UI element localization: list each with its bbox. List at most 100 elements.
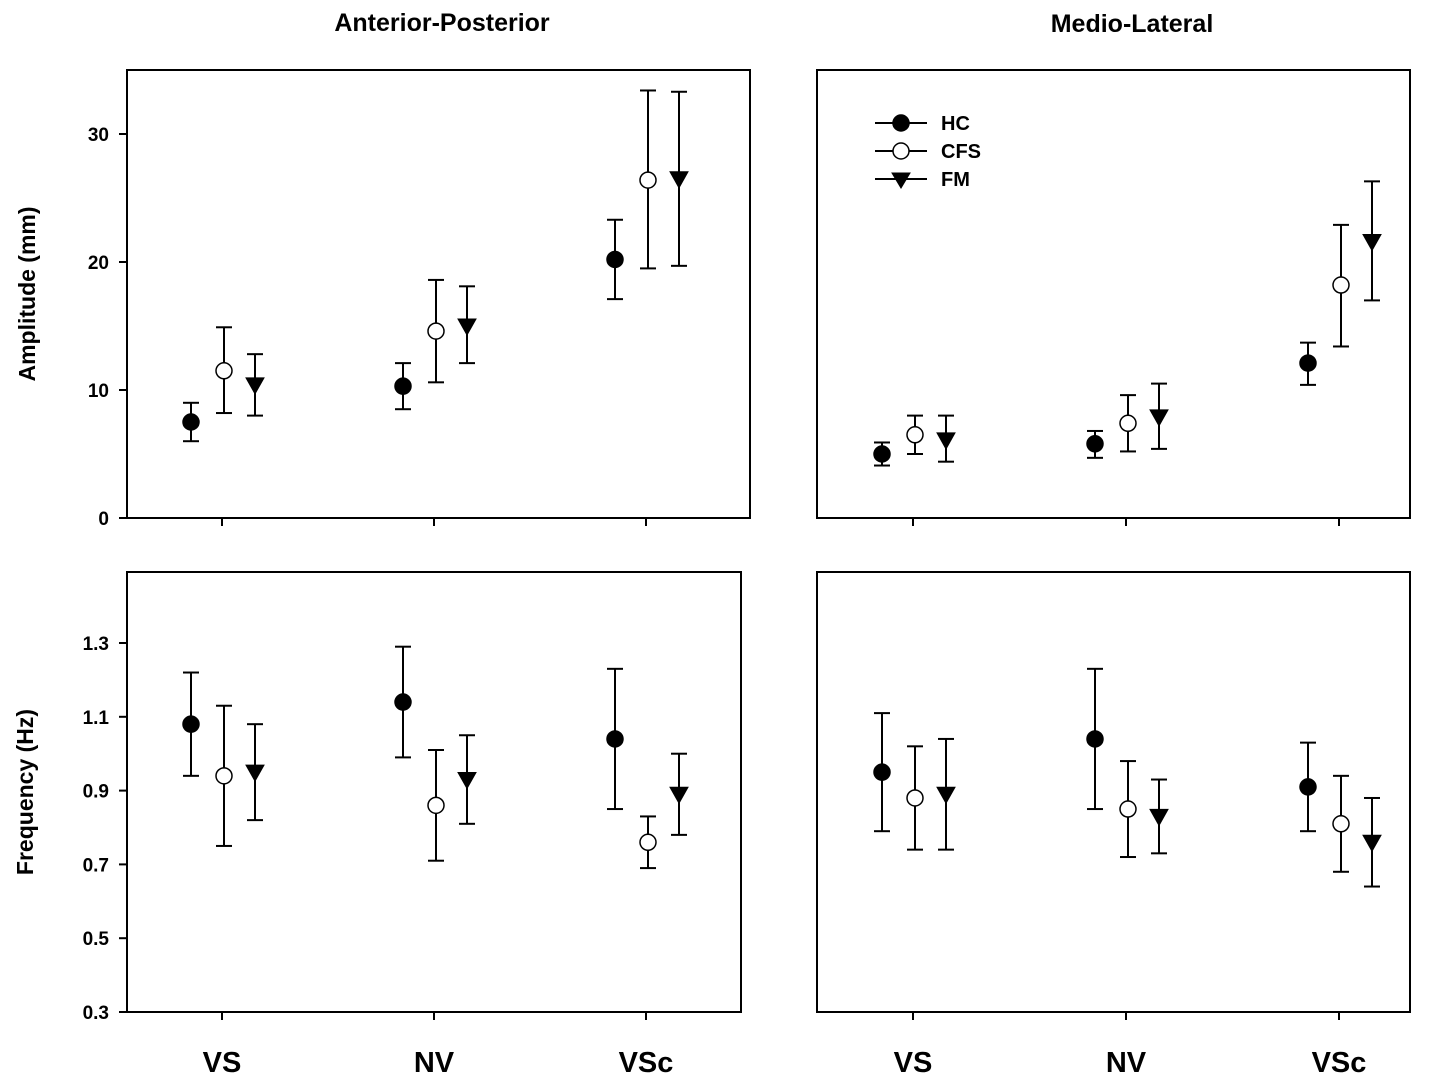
- marker-filled-circle: [182, 413, 200, 431]
- point-fm-vs: [936, 737, 956, 851]
- y-tick-label: 0: [98, 509, 109, 530]
- point-fm-vsc: [669, 90, 689, 267]
- point-hc-vsc: [1299, 741, 1317, 833]
- marker-filled-circle: [1086, 730, 1104, 748]
- marker-filled-circle: [606, 730, 624, 748]
- y-tick-label: 20: [88, 253, 109, 274]
- marker-open-circle: [1332, 815, 1350, 833]
- marker-filled-circle: [394, 693, 412, 711]
- marker-open-circle: [639, 833, 657, 852]
- legend: HC CFS FM: [875, 113, 981, 191]
- point-hc-vs: [182, 401, 200, 443]
- point-hc-nv: [1086, 429, 1104, 459]
- series-cfs: [906, 745, 1350, 873]
- marker-triangle-down: [1362, 234, 1382, 252]
- marker-triangle-down: [457, 772, 477, 790]
- series-fm: [936, 737, 1382, 888]
- marker-filled-circle: [394, 377, 412, 395]
- marker-filled-circle: [1299, 778, 1317, 796]
- category-label-vsc: VSc: [1312, 1047, 1367, 1076]
- point-hc-vsc: [1299, 341, 1317, 386]
- point-cfs-nv: [427, 749, 445, 862]
- marker-open-circle: [1332, 276, 1350, 294]
- point-fm-vsc: [1362, 796, 1382, 888]
- marker-triangle-down: [1362, 834, 1382, 853]
- point-hc-nv: [1086, 667, 1104, 811]
- marker-filled-circle: [873, 763, 891, 781]
- marker-triangle-down: [457, 318, 477, 337]
- y-tick-label: 10: [88, 381, 109, 402]
- marker-filled-circle: [606, 250, 624, 269]
- marker-triangle-down: [669, 171, 689, 189]
- series-cfs: [906, 223, 1350, 455]
- point-hc-vs: [873, 441, 891, 467]
- point-hc-vs: [182, 671, 200, 777]
- point-cfs-nv: [1119, 760, 1137, 859]
- point-hc-vs: [873, 712, 891, 833]
- point-cfs-nv: [427, 278, 445, 384]
- legend-item-fm: FM: [875, 169, 970, 191]
- point-fm-nv: [457, 285, 477, 365]
- series-fm: [936, 180, 1382, 463]
- series-hc: [182, 645, 624, 811]
- legend-item-cfs: CFS: [875, 141, 981, 163]
- point-cfs-vsc: [639, 89, 657, 270]
- plot-frame: [816, 69, 1411, 519]
- y-axis-label: Frequency (Hz): [12, 709, 38, 875]
- point-cfs-nv: [1119, 394, 1137, 453]
- legend-marker-hc: [892, 114, 910, 132]
- y-tick-label: 30: [88, 125, 109, 146]
- category-label-vs: VS: [203, 1047, 242, 1076]
- marker-open-circle: [906, 789, 924, 807]
- point-cfs-vsc: [1332, 774, 1350, 873]
- series-hc: [873, 341, 1317, 467]
- legend-label-cfs: CFS: [941, 141, 981, 163]
- point-cfs-vs: [215, 326, 233, 415]
- legend-marker-fm: [891, 172, 911, 189]
- y-tick-label: 0.7: [83, 855, 109, 876]
- panel-amplitude-ml: [816, 69, 1411, 526]
- point-hc-vsc: [606, 667, 624, 811]
- marker-triangle-down: [669, 786, 689, 805]
- marker-open-circle: [1119, 414, 1137, 433]
- point-fm-nv: [457, 734, 477, 825]
- point-fm-vsc: [669, 752, 689, 836]
- y-axis-label: Amplitude (mm): [14, 206, 40, 381]
- legend-marker-cfs: [892, 142, 910, 160]
- plot-frame: [816, 571, 1411, 1013]
- legend-label-hc: HC: [941, 113, 970, 135]
- y-tick-label: 1.1: [83, 708, 110, 729]
- legend-item-hc: HC: [875, 113, 970, 135]
- point-cfs-vs: [906, 745, 924, 851]
- series-hc: [873, 667, 1317, 833]
- series-cfs: [215, 704, 657, 870]
- category-label-nv: NV: [414, 1047, 455, 1076]
- series-hc: [182, 218, 624, 443]
- point-cfs-vsc: [1332, 223, 1350, 348]
- marker-open-circle: [427, 796, 445, 815]
- point-hc-nv: [394, 362, 412, 411]
- marker-filled-circle: [1299, 354, 1317, 372]
- y-tick-label: 0.5: [83, 929, 110, 950]
- point-cfs-vsc: [639, 815, 657, 870]
- marker-open-circle: [906, 426, 924, 444]
- y-tick-label: 1.3: [83, 634, 109, 655]
- panel-amplitude-ap: 0 10 20 30 Amplitude (mm): [14, 69, 751, 530]
- column-title-anterior-posterior: Anterior-Posterior: [334, 9, 550, 37]
- marker-triangle-down: [245, 764, 265, 783]
- marker-filled-circle: [1086, 435, 1104, 453]
- marker-triangle-down: [936, 432, 956, 450]
- series-cfs: [215, 89, 657, 415]
- marker-open-circle: [427, 322, 445, 340]
- y-tick-label: 0.3: [83, 1003, 109, 1024]
- point-fm-nv: [1149, 382, 1169, 450]
- category-label-vsc: VSc: [619, 1047, 674, 1076]
- point-fm-vs: [245, 723, 265, 822]
- point-fm-vsc: [1362, 180, 1382, 302]
- marker-open-circle: [1119, 800, 1137, 818]
- point-fm-vs: [245, 353, 265, 417]
- legend-label-fm: FM: [941, 169, 970, 191]
- panel-frequency-ml: VS NV VSc: [816, 571, 1411, 1076]
- marker-filled-circle: [182, 715, 200, 733]
